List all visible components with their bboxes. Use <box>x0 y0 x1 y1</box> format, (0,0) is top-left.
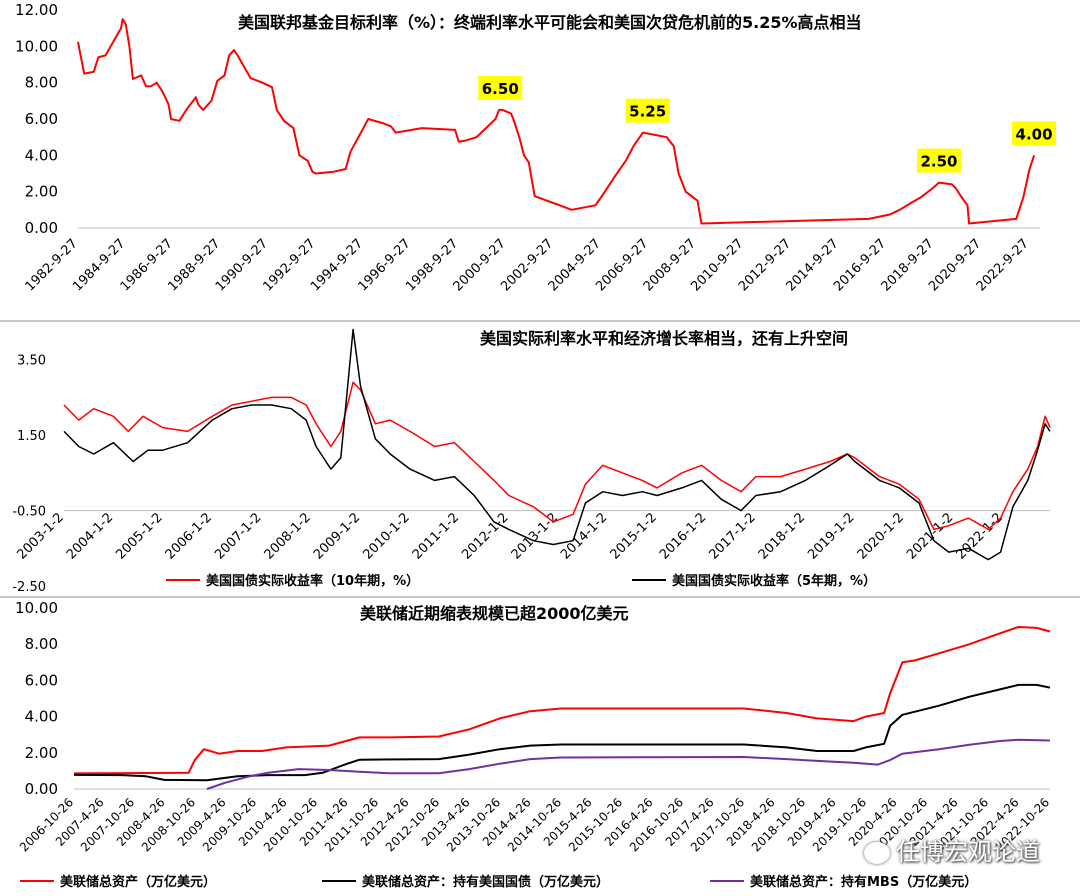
series-line-1 <box>63 328 1051 561</box>
y-tick-label: 12.00 <box>15 1 58 19</box>
x-tick-label: 2020-1-2 <box>855 510 907 562</box>
y-tick-label: 3.50 <box>17 354 46 369</box>
legend-label: 美国国债实际收益率（5年期，%） <box>672 573 876 589</box>
y-tick-label: 0.00 <box>25 780 58 798</box>
series-line-1 <box>73 683 1051 782</box>
annotation-box <box>478 75 523 100</box>
annotation-label: 4.00 <box>1016 125 1053 143</box>
x-tick-label: 2007-1-2 <box>212 510 264 562</box>
wechat-icon <box>864 842 890 864</box>
legend-label: 美联储总资产（万亿美元） <box>60 874 216 890</box>
y-tick-label: 4.00 <box>25 146 58 164</box>
x-tick-label: 2005-1-2 <box>113 510 165 562</box>
y-tick-label: 10.00 <box>15 37 58 55</box>
x-tick-label: 2021-1-2 <box>904 510 956 562</box>
series-line-0 <box>77 18 1036 225</box>
y-tick-label: 8.00 <box>25 635 58 653</box>
legend-label: 美国国债实际收益率（10年期，%） <box>206 573 419 589</box>
y-tick-label: -2.50 <box>12 580 46 595</box>
x-tick-label: 2015-1-2 <box>608 510 660 562</box>
x-tick-label: 2018-1-2 <box>756 510 808 562</box>
real-yield-chart: 美国实际利率水平和经济增长率相当，还有上升空间 3.50 1.50 -0.50 -2.5… <box>0 322 1080 596</box>
chart-title: 美联储近期缩表规模已超2000亿美元 <box>360 604 629 623</box>
watermark: 任博宏观论道 <box>864 832 1040 867</box>
series-line-0 <box>73 626 1051 775</box>
y-tick-label: 8.00 <box>25 74 58 92</box>
legend-label: 美联储总资产：持有美国国债（万亿美元） <box>362 874 609 890</box>
x-tick-label: 2006-1-2 <box>163 510 215 562</box>
annotation-label: 6.50 <box>482 80 519 98</box>
x-tick-label: 2013-1-2 <box>509 510 561 562</box>
fed-balance-sheet-svg: 美联储近期缩表规模已超2000亿美元 0.00 2.00 4.00 6.00 8.00 10… <box>15 599 1052 890</box>
y-tick-label: 1.50 <box>17 429 46 444</box>
x-tick-label: 2008-1-2 <box>262 510 314 562</box>
series-line-0 <box>63 381 1051 531</box>
x-tick-label: 2004-1-2 <box>64 510 116 562</box>
chart-title: 美国实际利率水平和经济增长率相当，还有上升空间 <box>480 329 848 348</box>
series-line-2 <box>206 738 1051 790</box>
y-tick-label: 2.00 <box>25 744 58 762</box>
x-tick-label: 2014-1-2 <box>558 510 610 562</box>
annotation-label: 2.50 <box>920 153 957 171</box>
watermark-text: 任博宏观论道 <box>896 838 1040 866</box>
real-yield-svg: 美国实际利率水平和经济增长率相当，还有上升空间 3.50 1.50 -0.50 -2.5… <box>12 328 1051 595</box>
x-tick-label: 2012-1-2 <box>459 510 511 562</box>
panel-divider <box>0 320 1080 322</box>
x-tick-label: 2017-1-2 <box>706 510 758 562</box>
y-tick-label: -0.50 <box>12 505 46 520</box>
annotation-box <box>916 148 961 173</box>
y-tick-label: 6.00 <box>25 110 58 128</box>
x-tick-label: 2010-1-2 <box>360 510 412 562</box>
chart-title: 美国联邦基金目标利率（%）：终端利率水平可能会和美国次贷危机前的5.25%高点相… <box>238 13 862 32</box>
x-tick-label: 2011-1-2 <box>410 510 462 562</box>
annotation-label: 5.25 <box>629 103 666 121</box>
x-tick-label: 2016-1-2 <box>657 510 709 562</box>
y-tick-label: 10.00 <box>15 599 58 617</box>
panel-divider <box>0 596 1080 598</box>
annotation-box <box>1012 121 1057 146</box>
y-tick-label: 2.00 <box>25 183 58 201</box>
x-tick-label: 2009-1-2 <box>311 510 363 562</box>
fed-balance-sheet-chart: 美联储近期缩表规模已超2000亿美元 0.00 2.00 4.00 6.00 8.00 10… <box>0 598 1080 896</box>
y-tick-label: 0.00 <box>25 219 58 237</box>
fed-funds-rate-chart: 美国联邦基金目标利率（%）：终端利率水平可能会和美国次贷危机前的5.25%高点相… <box>0 0 1080 320</box>
annotation-box <box>625 98 670 123</box>
y-tick-label: 4.00 <box>25 708 58 726</box>
x-tick-label: 2019-1-2 <box>805 510 857 562</box>
fed-funds-rate-svg: 美国联邦基金目标利率（%）：终端利率水平可能会和美国次贷危机前的5.25%高点相… <box>15 1 1057 294</box>
legend-label: 美联储总资产：持有MBS（万亿美元） <box>750 874 977 890</box>
y-tick-label: 6.00 <box>25 671 58 689</box>
